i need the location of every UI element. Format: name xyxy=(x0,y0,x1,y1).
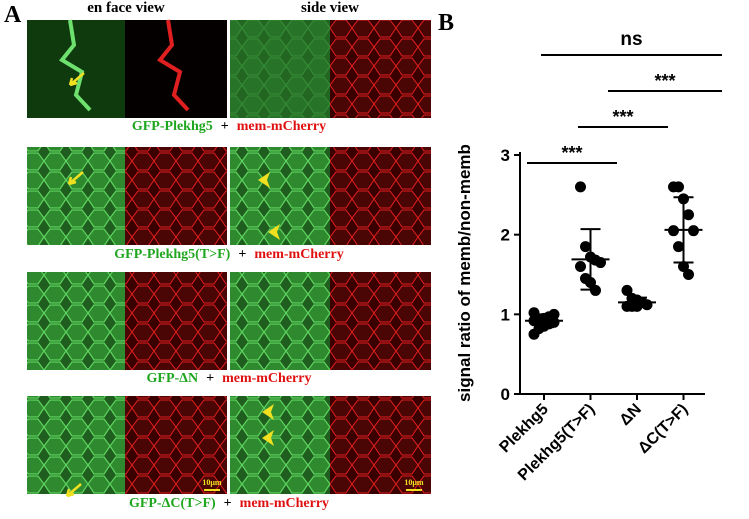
caption-part: + xyxy=(238,247,246,262)
caption: GFP-Plekhg5 + mem-mCherry xyxy=(132,119,326,134)
caption: GFP-Plekhg5(T>F) + mem-mCherry xyxy=(114,247,343,262)
gfp-image xyxy=(27,147,125,245)
data-point xyxy=(683,209,694,221)
gfp-image xyxy=(27,396,125,494)
error-bar xyxy=(580,228,601,291)
gfp-image-dim xyxy=(230,20,330,118)
data-point xyxy=(673,241,684,253)
membrane-signal xyxy=(157,19,190,112)
gfp-image xyxy=(230,272,330,370)
arrowhead xyxy=(262,430,274,446)
gfp-image xyxy=(230,396,330,494)
error-bar xyxy=(673,196,694,264)
data-point xyxy=(580,241,591,253)
panel-label: B xyxy=(438,10,454,36)
y-tick-label: 1 xyxy=(501,305,510,324)
panel-a: A en face view side view GFP-Plekhg5 + mem… xyxy=(4,0,431,511)
mcherry-image xyxy=(125,272,227,370)
scale-label: 10μm xyxy=(404,478,424,487)
data-point xyxy=(575,261,586,273)
significance-label: *** xyxy=(654,71,675,91)
caption-part: + xyxy=(206,371,214,386)
caption-part: mem-mCherry xyxy=(240,496,329,511)
mcherry-image xyxy=(330,20,431,118)
x-tick-label: ΔN xyxy=(616,401,644,429)
y-axis-label: signal ratio of memb/non-memb xyxy=(455,144,474,402)
caption-part: GFP-ΔC(T>F) xyxy=(129,496,216,511)
mcherry-image xyxy=(125,396,227,494)
data-point xyxy=(673,181,684,193)
caption-part: GFP-Plekhg5(T>F) xyxy=(114,247,230,262)
error-bar xyxy=(534,313,554,329)
arrowhead xyxy=(262,404,274,420)
caption-part: + xyxy=(224,496,232,511)
arrowhead xyxy=(268,224,280,240)
column-header: en face view xyxy=(87,0,165,16)
caption: GFP-ΔC(T>F) + mem-mCherry xyxy=(129,496,329,511)
caption-part: mem-mCherry xyxy=(222,371,311,386)
caption-part: mem-mCherry xyxy=(254,247,343,262)
y-tick-label: 3 xyxy=(501,146,510,165)
significance-label: ns xyxy=(620,29,642,50)
significance-label: *** xyxy=(612,107,633,127)
membrane-signal xyxy=(59,19,92,112)
y-tick-label: 0 xyxy=(501,385,510,404)
data-point xyxy=(575,181,586,193)
panel-label: A xyxy=(4,2,22,28)
scale-label: 10μm xyxy=(202,478,222,487)
gfp-image xyxy=(27,272,125,370)
arrow xyxy=(65,483,82,498)
mcherry-image xyxy=(330,272,431,370)
mcherry-image xyxy=(125,147,227,245)
caption-part: + xyxy=(221,119,229,134)
gfp-image xyxy=(230,147,330,245)
arrow xyxy=(68,72,85,87)
y-tick-label: 2 xyxy=(501,226,510,245)
data-point xyxy=(528,307,540,319)
data-point xyxy=(621,284,633,296)
mcherry-image xyxy=(330,147,431,245)
data-point xyxy=(678,261,689,273)
significance-label: *** xyxy=(561,143,582,163)
data-point xyxy=(641,299,653,311)
mcherry-image xyxy=(330,396,431,494)
error-bar xyxy=(627,296,647,309)
arrow xyxy=(67,171,84,186)
caption-part: GFP-ΔN xyxy=(147,371,199,386)
column-header: side view xyxy=(301,0,359,16)
x-tick-label: ΔC(T>F) xyxy=(635,401,691,457)
data-point xyxy=(683,269,694,280)
caption-part: GFP-Plekhg5 xyxy=(132,119,213,134)
caption: GFP-ΔN + mem-mCherry xyxy=(147,371,312,386)
caption-part: mem-mCherry xyxy=(237,119,326,134)
arrowhead xyxy=(258,172,270,188)
